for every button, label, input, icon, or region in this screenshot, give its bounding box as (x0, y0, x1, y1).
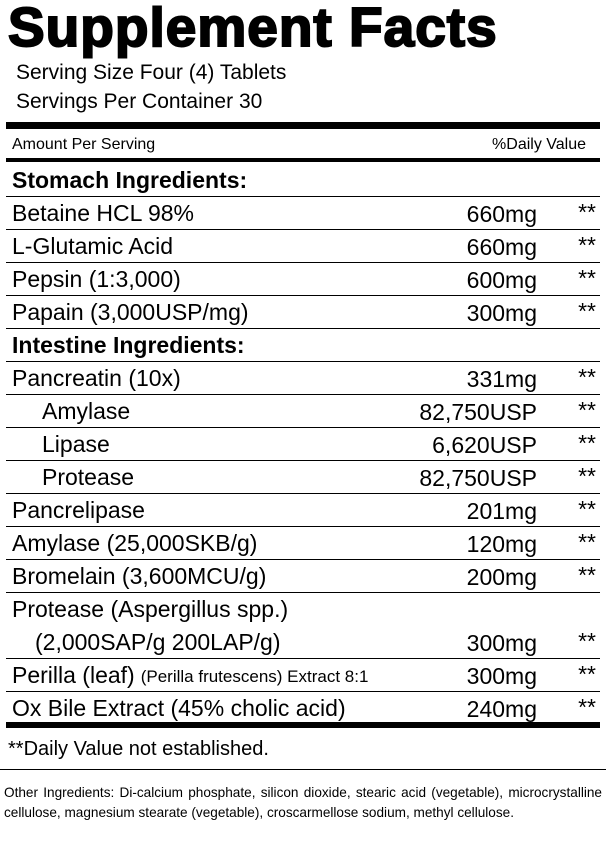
row-rule (6, 229, 600, 230)
amount: 660mg (466, 234, 537, 260)
row-rule (6, 394, 600, 395)
amount: 82,750USP (419, 465, 537, 491)
row-rule (6, 526, 600, 527)
daily-value: ** (578, 265, 596, 291)
amount: 660mg (466, 201, 537, 227)
amount: 300mg (466, 663, 537, 689)
row-rule (6, 427, 600, 428)
amount: 300mg (466, 300, 537, 326)
amount: 240mg (466, 696, 537, 722)
daily-value: ** (578, 562, 596, 588)
row-rule (6, 328, 600, 329)
section-title: Stomach Ingredients: (12, 167, 248, 193)
amount: 6,620USP (432, 432, 537, 458)
row-rule (6, 361, 600, 362)
ingredient-name: Pancreatin (10x) (12, 365, 181, 391)
amount: 600mg (466, 267, 537, 293)
row-rule (6, 295, 600, 296)
daily-value: ** (578, 199, 596, 225)
daily-value: ** (578, 694, 596, 720)
ingredient-name: Pancrelipase (12, 497, 145, 523)
row-rule (6, 196, 600, 197)
thin-rule (0, 769, 606, 770)
dv-header: %Daily Value (492, 136, 586, 153)
ingredient-name: Amylase (25,000SKB/g) (12, 530, 258, 556)
daily-value: ** (578, 298, 596, 324)
row-rule (6, 262, 600, 263)
daily-value: ** (578, 397, 596, 423)
ingredient-name: L-Glutamic Acid (12, 233, 174, 259)
row-rule (6, 460, 600, 461)
servings-per-container: Servings Per Container 30 (16, 90, 263, 113)
thick-rule (6, 722, 600, 728)
amount: 120mg (466, 531, 537, 557)
row-rule (6, 658, 600, 659)
amount: 300mg (466, 630, 537, 656)
ingredient-name: Bromelain (3,600MCU/g) (12, 563, 267, 589)
daily-value: ** (578, 529, 596, 555)
daily-value: ** (578, 661, 596, 687)
ingredient-name: Betaine HCL 98% (12, 200, 194, 226)
ingredient-name: Protease (42, 464, 135, 490)
daily-value: ** (578, 364, 596, 390)
other-ingredients: Other Ingredients: Di-calcium phosphate,… (4, 785, 602, 820)
ingredient-name: Papain (3,000USP/mg) (12, 299, 249, 325)
thick-rule (6, 158, 600, 162)
title: Supplement Facts (7, 0, 498, 58)
ingredient-note: (Perilla frutescens) Extract 8:1 (140, 667, 369, 686)
ingredient-name: Lipase (42, 431, 110, 457)
daily-value: ** (578, 232, 596, 258)
amount-header: Amount Per Serving (12, 136, 156, 153)
daily-value: ** (578, 463, 596, 489)
daily-value: ** (578, 430, 596, 456)
daily-value: ** (578, 628, 596, 654)
ingredient-name: Ox Bile Extract (45% cholic acid) (12, 695, 346, 721)
amount: 331mg (466, 366, 537, 392)
amount: 200mg (466, 564, 537, 590)
row-rule (6, 691, 600, 692)
row-rule (6, 493, 600, 494)
ingredient-name: Pepsin (1:3,000) (12, 266, 181, 292)
footnote: **Daily Value not established. (8, 738, 269, 760)
serving-size: Serving Size Four (4) Tablets (16, 61, 287, 84)
section-title: Intestine Ingredients: (12, 332, 245, 358)
amount: 82,750USP (419, 399, 537, 425)
ingredient-name: Amylase (42, 398, 131, 424)
ingredient-detail: (2,000SAP/g 200LAP/g) (35, 629, 281, 655)
ingredient-name: Protease (Aspergillus spp.) (12, 596, 289, 622)
daily-value: ** (578, 496, 596, 522)
row-rule (6, 592, 600, 593)
amount: 201mg (466, 498, 537, 524)
thick-rule (6, 122, 600, 129)
ingredient-name: Perilla (leaf) (12, 662, 135, 688)
row-rule (6, 559, 600, 560)
